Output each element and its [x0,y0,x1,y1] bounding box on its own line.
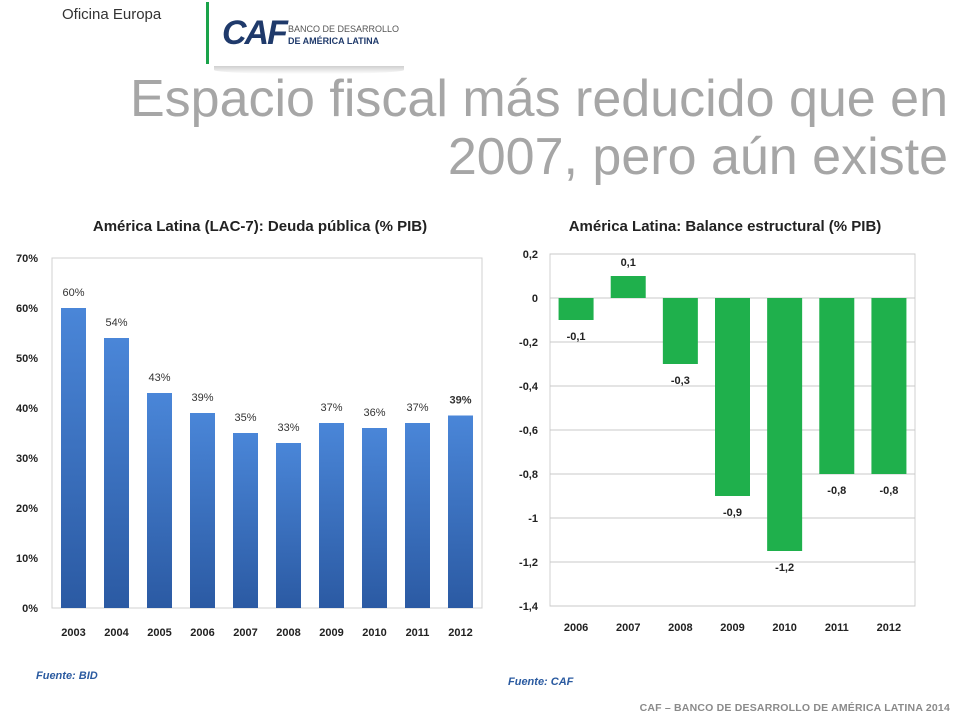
x-tick-label: 2009 [720,622,744,634]
page-title: Espacio fiscal más reducido que en 2007,… [48,70,948,186]
title-line-2: 2007, pero aún existe [447,128,948,186]
balance-bar-2007 [610,276,646,298]
x-tick-label: 2011 [825,622,849,634]
data-label: -0,9 [723,507,742,519]
x-tick-label: 2007 [616,622,640,634]
y-tick-label: -0,8 [519,469,538,481]
x-tick-label: 2012 [448,627,472,639]
debt-bar-2003 [61,308,86,608]
data-label: 37% [320,402,342,414]
balance-bar-2008 [662,298,698,364]
logo-divider [206,2,209,64]
office-label: Oficina Europa [62,6,162,23]
x-tick-label: 2010 [362,627,386,639]
debt-bar-2011 [405,423,430,608]
y-tick-label: 20% [16,503,38,515]
data-label: 0,1 [621,257,636,269]
debt-bar-2007 [233,433,258,608]
data-label: -0,1 [567,331,586,343]
caf-logo: CAF BANCO DE DESARROLLO DE AMÉRICA LATIN… [206,2,399,64]
data-label: -0,8 [827,485,846,497]
debt-bar-2009 [319,423,344,608]
x-tick-label: 2006 [190,627,214,639]
y-tick-label: 50% [16,353,38,365]
balance-bar-2010 [767,298,803,551]
y-tick-label: 0,2 [523,249,538,261]
data-label: 39% [191,392,213,404]
left-chart-title: América Latina (LAC-7): Deuda pública (%… [92,218,428,235]
footer-text: CAF – BANCO DE DESARROLLO DE AMÉRICA LAT… [639,702,950,714]
x-tick-label: 2010 [772,622,796,634]
x-tick-label: 2009 [319,627,343,639]
balance-bar-2011 [819,298,855,474]
data-label: -0,3 [671,375,690,387]
balance-bar-2009 [715,298,750,496]
x-tick-label: 2004 [104,627,129,639]
x-tick-label: 2003 [61,627,85,639]
balance-bar-2012 [871,298,907,474]
y-tick-label: 10% [16,553,38,565]
debt-bar-2008 [276,443,301,608]
y-tick-label: 0 [532,293,538,305]
debt-bar-2006 [190,413,215,608]
data-label: 37% [406,402,428,414]
x-tick-label: 2007 [233,627,257,639]
right-chart-title: América Latina: Balance estructural (% P… [568,218,882,235]
balance-bar-2006 [558,298,594,320]
left-source: Fuente: BID [36,670,98,682]
data-label: 60% [62,287,84,299]
data-label: 36% [363,407,385,419]
y-tick-label: 0% [22,603,38,615]
debt-bar-chart: 0% 10% 20% 30% 40% 50% 60% 70% 60% 2003 54% 2004 43%… [16,253,483,639]
data-label: 39% [449,395,471,407]
x-tick-label: 2011 [406,627,430,639]
x-tick-label: 2005 [147,627,171,639]
y-tick-label: -0,2 [519,337,538,349]
x-tick-label: 2008 [276,627,300,639]
logo-caf-text: CAF [222,14,289,52]
data-label: 54% [105,317,127,329]
y-tick-label: -0,6 [519,425,538,437]
debt-bar-2004 [104,338,129,608]
y-tick-label: 60% [16,303,38,315]
x-tick-label: 2012 [877,622,901,634]
debt-bar-2005 [147,393,172,608]
x-tick-label: 2006 [564,622,588,634]
y-tick-label: 70% [16,253,38,265]
debt-bar-2012 [448,415,473,608]
logo-line2: DE AMÉRICA LATINA [288,36,380,46]
right-source: Fuente: CAF [508,676,574,688]
y-tick-label: 30% [16,453,38,465]
y-tick-label: 40% [16,403,38,415]
logo-shadow [214,66,404,74]
balance-bar-chart: 0,2 0 -0,2 -0,4 -0,6 -0,8 -1 -1,2 -1,4 -0,1 2006 0,… [519,249,916,634]
data-label: 33% [277,422,299,434]
x-tick-label: 2008 [668,622,692,634]
y-tick-label: -1,2 [519,557,538,569]
data-label: -1,2 [775,562,794,574]
y-tick-label: -1 [528,513,538,525]
data-label: 43% [148,372,170,384]
y-tick-label: -0,4 [519,381,539,393]
data-label: 35% [234,412,256,424]
debt-bar-2010 [362,428,387,608]
plot-area [51,257,483,609]
data-label: -0,8 [879,485,898,497]
title-line-1: Espacio fiscal más reducido que en [129,70,948,128]
y-tick-label: -1,4 [519,601,539,613]
logo-line1: BANCO DE DESARROLLO [288,24,399,34]
